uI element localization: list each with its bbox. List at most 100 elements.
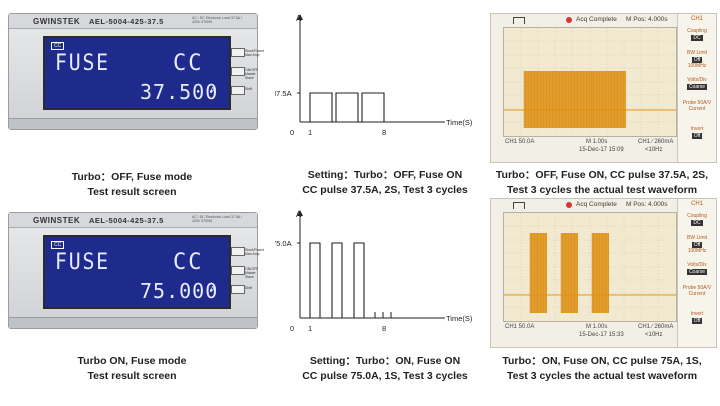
on-off-label: ON/OFF Master Slave: [245, 267, 259, 279]
invert-menu-item[interactable]: Invert Off: [679, 126, 715, 139]
scope-waveform-svg: [504, 28, 676, 136]
setting-caption-line-1: Setting：Turbo：OFF, Fuse ON: [307, 169, 463, 181]
scope-status-bar: Acq Complete M Pos: 4.000s: [491, 199, 676, 211]
setting-chart: A 37.5A 0 1 8 Time(S): [275, 14, 473, 137]
waveform-burst: [591, 71, 626, 128]
short-fused-button[interactable]: [231, 247, 245, 256]
volts-div-value: Coarse: [686, 269, 708, 275]
bw-limit-menu-item[interactable]: BW Limit Off 100MHz: [679, 50, 715, 69]
tick-8: 8: [382, 128, 386, 137]
volts-div-value: Coarse: [686, 84, 708, 90]
lcd-function: CC: [173, 250, 204, 275]
probe-menu-item[interactable]: Probe 50A/V Current: [679, 285, 715, 297]
lcd-mode: FUSE: [55, 51, 110, 76]
side-menu-title: CH1: [690, 16, 703, 22]
lcd-value: 37.500: [140, 80, 219, 104]
model-label: AEL-5004-425-37.5: [89, 216, 164, 225]
scope-grid: [503, 212, 677, 322]
bw-limit-menu-item[interactable]: BW Limit Off 100MHz: [679, 235, 715, 254]
scope-bottom-bar: CH1 50.0A M 1.00s CH1 ∕ 260mA 15-Dec-17 …: [491, 137, 676, 162]
mode-tag: CC: [51, 42, 65, 50]
tick-1: 1: [308, 324, 312, 333]
setting-caption-line-2: CC pulse 37.5A, 2S, Test 3 cycles: [302, 184, 468, 196]
acquire-status: Acq Complete: [576, 201, 617, 208]
scope-caption-line-1: Turbo：ON, Fuse ON, CC pulse 75A, 1S,: [502, 355, 702, 367]
device-header: GWINSTEK AEL-5004-425-37.5 AC / DC Elect…: [9, 14, 257, 29]
short-fused-label: Short/Fused Max Amp: [245, 248, 265, 256]
burst-fill: [592, 71, 626, 128]
device-bottom-bar: [9, 118, 257, 129]
invert-value: Off: [691, 133, 703, 139]
timestamp: 15-Dec-17 15:09: [579, 147, 624, 153]
oscilloscope-screen: Acq Complete M Pos: 4.000s CH1 50.0A M 1…: [490, 13, 717, 163]
trigger-level: CH1 ∕ 260mA: [638, 139, 674, 145]
level-label: 75.0A: [275, 239, 292, 248]
device-bottom-bar: [9, 317, 257, 328]
channel-scale: CH1 50.0A: [505, 139, 535, 145]
frequency: <10Hz: [645, 332, 663, 338]
timestamp: 15-Dec-17 15:33: [579, 332, 624, 338]
burst-fill: [558, 71, 592, 128]
waveform-burst: [557, 71, 592, 128]
trigger-level: CH1 ∕ 260mA: [638, 324, 674, 330]
invert-menu-item[interactable]: Invert Off: [679, 311, 715, 324]
scope-side-menu: CH1 Coupling DC BW Limit Off 100MHz Volt…: [677, 14, 716, 162]
volts-div-menu-item[interactable]: Volts/Div Coarse: [679, 262, 715, 275]
bw-limit-sub-label: 100MHz: [687, 63, 707, 69]
tick-0: 0: [290, 324, 294, 333]
acquire-status-icon: [566, 202, 572, 208]
brand-logo: GWINSTEK: [33, 17, 81, 26]
scope-status-bar: Acq Complete M Pos: 4.000s: [491, 14, 676, 26]
electronic-load-device: GWINSTEK AEL-5004-425-37.5 AC / DC Elect…: [8, 13, 264, 130]
scope-side-menu: CH1 Coupling DC BW Limit Off 100MHz Volt…: [677, 199, 716, 347]
volts-div-label: Volts/Div: [687, 262, 707, 268]
y-axis-arrow: [297, 14, 303, 20]
device-caption-line-2: Test result screen: [87, 186, 177, 198]
shift-label: Shift: [245, 286, 253, 290]
shift-button[interactable]: [231, 285, 245, 294]
coupling-menu-item[interactable]: Coupling DC: [679, 213, 715, 226]
scope-caption-line-1: Turbo：OFF, Fuse ON, CC pulse 37.5A, 2S,: [495, 169, 709, 181]
tick-1: 1: [308, 128, 312, 137]
invert-label: Invert: [690, 126, 704, 132]
waveform-burst: [560, 233, 578, 313]
scope-caption-line-2: Test 3 cycles the actual test waveform: [506, 370, 698, 382]
device-caption: Turbo ON, Fuse mode Test result screen: [8, 354, 256, 384]
on-off-button[interactable]: [231, 266, 245, 275]
lcd-mode: FUSE: [55, 250, 110, 275]
scope-caption: Turbo：ON, Fuse ON, CC pulse 75A, 1S, Tes…: [487, 354, 717, 384]
device-caption-line-1: Turbo ON, Fuse mode: [77, 355, 187, 367]
volts-div-menu-item[interactable]: Volts/Div Coarse: [679, 77, 715, 90]
burst-group: [529, 233, 609, 313]
tick-0: 0: [290, 128, 294, 137]
shift-button[interactable]: [231, 86, 245, 95]
device-header: GWINSTEK AEL-5004-425-37.5 AC / DC Elect…: [9, 213, 257, 228]
device-caption: Turbo：OFF, Fuse mode Test result screen: [8, 170, 256, 200]
coupling-value: DC: [691, 35, 703, 41]
probe-menu-item[interactable]: Probe 50A/V Current: [679, 100, 715, 112]
short-fused-button[interactable]: [231, 48, 245, 57]
probe-label: Probe 50A/V Current: [682, 100, 712, 112]
pulse-waveform: [300, 92, 435, 123]
acquire-status: Acq Complete: [576, 16, 617, 23]
setting-caption: Setting：Turbo：OFF, Fuse ON CC pulse 37.5…: [275, 168, 495, 198]
time-division: M 1.00s: [586, 139, 608, 145]
bw-limit-sub-label: 100MHz: [687, 248, 707, 254]
x-axis-label: Time(S): [446, 314, 473, 323]
coupling-menu-item[interactable]: Coupling DC: [679, 28, 715, 41]
spec-label: AC / DC Electronic Load 37.5A / 425V 375…: [192, 215, 242, 223]
m-position: M Pos: 4.000s: [626, 201, 668, 208]
bw-limit-label: BW Limit: [687, 50, 707, 56]
burst-group: [523, 71, 626, 128]
setting-caption-line-2: CC pulse 75.0A, 1S, Test 3 cycles: [302, 370, 468, 382]
waveform-burst: [591, 233, 609, 313]
burst-fill: [592, 233, 609, 313]
bw-limit-label: BW Limit: [687, 235, 707, 241]
lcd-function: CC: [173, 51, 204, 76]
x-axis-label: Time(S): [446, 118, 473, 127]
y-axis-label: A: [296, 210, 302, 219]
acquire-status-icon: [566, 17, 572, 23]
coupling-value: DC: [691, 220, 703, 226]
on-off-button[interactable]: [231, 67, 245, 76]
invert-label: Invert: [690, 311, 704, 317]
